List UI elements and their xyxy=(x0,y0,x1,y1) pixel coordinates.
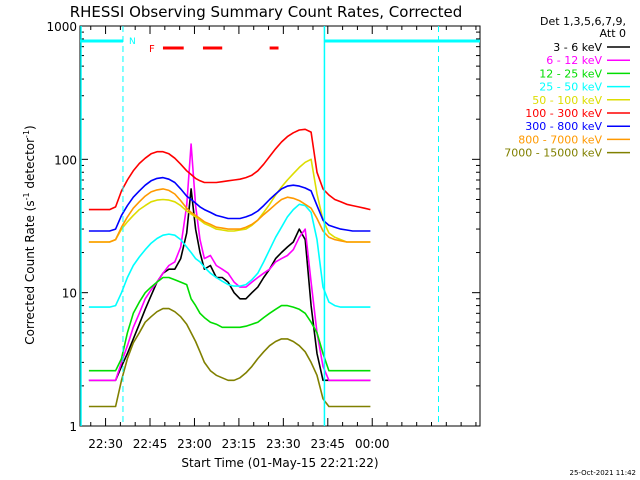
legend-label-7000-15000-kev: 7000 - 15000 keV xyxy=(504,147,602,160)
flare-label: F xyxy=(149,44,155,55)
x-tick-label: 23:45 xyxy=(310,437,345,451)
y-axis-label-start: Corrected Count Rate (s xyxy=(23,200,37,344)
y-axis-label-sup-1: -1 xyxy=(22,192,31,200)
legend-label-25-50-kev: 25 - 50 keV xyxy=(539,81,602,94)
legend-label-800-7000-kev: 800 - 7000 keV xyxy=(518,133,602,146)
status-bars: NF xyxy=(80,37,480,55)
legend-label-12-25-kev: 12 - 25 keV xyxy=(539,67,602,80)
x-tick-label: 23:00 xyxy=(177,437,212,451)
x-tick-label: 00:00 xyxy=(355,437,390,451)
plot-area xyxy=(79,25,481,427)
vertical-markers xyxy=(80,26,440,426)
y-axis-ticks: 1 10 100 1000 xyxy=(46,20,480,434)
y-axis-label-end: ) xyxy=(23,125,37,130)
night-label: N xyxy=(129,37,136,47)
chart-title: RHESSI Observing Summary Count Rates, Co… xyxy=(70,3,463,21)
x-axis-ticks: 22:30 22:45 23:00 23:15 23:30 23:45 00:00 xyxy=(88,26,477,451)
legend-label-300-800-kev: 300 - 800 keV xyxy=(525,120,602,133)
x-tick-label: 22:30 xyxy=(88,437,123,451)
legend-label-3-6-kev: 3 - 6 keV xyxy=(553,41,602,54)
y-axis-label-sup-2: -1 xyxy=(22,130,31,138)
y-tick-label: 100 xyxy=(54,153,77,167)
legend-label-100-300-kev: 100 - 300 keV xyxy=(525,107,602,120)
x-axis-label: Start Time (01-May-15 22:21:22) xyxy=(181,456,378,470)
x-tick-label: 23:30 xyxy=(266,437,301,451)
x-tick-label: 23:15 xyxy=(222,437,257,451)
legend-label-50-100-kev: 50 - 100 keV xyxy=(532,94,602,107)
x-tick-label: 22:45 xyxy=(133,437,168,451)
legend-title-line-1: Det 1,3,5,6,7,9, xyxy=(540,15,626,28)
y-tick-label: 10 xyxy=(62,287,77,301)
y-tick-label: 1000 xyxy=(46,20,77,34)
y-tick-label: 1 xyxy=(69,420,77,434)
legend-title-line-2: Att 0 xyxy=(600,27,626,40)
y-axis-label-mid: detector xyxy=(23,138,37,193)
y-axis-label: Corrected Count Rate (s-1 detector-1) xyxy=(22,125,37,344)
footer-date: 25-Oct-2021 11:42 xyxy=(570,469,636,477)
legend-label-6-12-kev: 6 - 12 keV xyxy=(546,54,602,67)
